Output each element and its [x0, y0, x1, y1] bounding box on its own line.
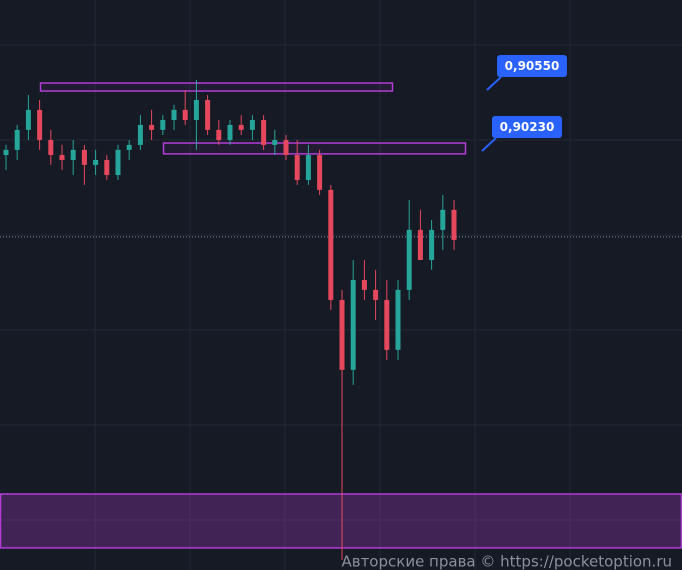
candle-body — [126, 144, 132, 150]
candle-body — [59, 155, 65, 160]
watermark: Авторские права © https://pocketoption.r… — [341, 553, 672, 570]
candle-body — [137, 124, 143, 145]
candle-body — [328, 189, 334, 300]
zone — [39, 82, 394, 92]
candle-body — [440, 209, 446, 230]
candle-body — [417, 229, 423, 260]
candle-body — [93, 159, 99, 165]
candle-body — [283, 139, 289, 156]
candle-body — [3, 149, 9, 156]
candle-body — [14, 129, 20, 150]
callout-box — [492, 115, 562, 138]
candle-body — [25, 109, 31, 130]
candle-body — [395, 289, 401, 350]
candle-body — [205, 99, 211, 130]
candle-body — [249, 119, 255, 130]
candle-body — [216, 129, 222, 140]
zone — [0, 493, 682, 549]
callout-label: 0,90230 — [500, 120, 555, 134]
candle-body — [451, 209, 457, 240]
candle-body — [227, 124, 233, 140]
candle-body — [193, 99, 199, 120]
candle-body — [149, 124, 155, 130]
candle-body — [317, 155, 323, 190]
candle-body — [70, 149, 76, 160]
candle-body — [81, 149, 87, 165]
candle-body — [305, 155, 311, 180]
candle-body — [373, 289, 379, 300]
candle-body — [104, 159, 110, 176]
candle-body — [160, 119, 166, 130]
callout-box — [497, 55, 567, 78]
callout-pointer — [481, 137, 497, 152]
candle-body — [171, 109, 177, 120]
zone — [162, 142, 467, 155]
candle-body — [48, 139, 54, 156]
candle-body — [115, 149, 121, 176]
candle-body — [238, 124, 244, 130]
candle-body — [429, 229, 435, 260]
candle-body — [339, 299, 345, 370]
candle-body — [350, 279, 356, 370]
candle-body — [182, 109, 188, 120]
candle-body — [384, 299, 390, 350]
candle-body — [37, 109, 43, 140]
candle-body — [272, 139, 278, 145]
candle-body — [294, 155, 300, 180]
candle-body — [261, 119, 267, 145]
callout-pointer — [486, 76, 502, 91]
candle-body — [361, 279, 367, 290]
candle-body — [406, 229, 412, 290]
callout-label: 0,90550 — [505, 59, 560, 73]
